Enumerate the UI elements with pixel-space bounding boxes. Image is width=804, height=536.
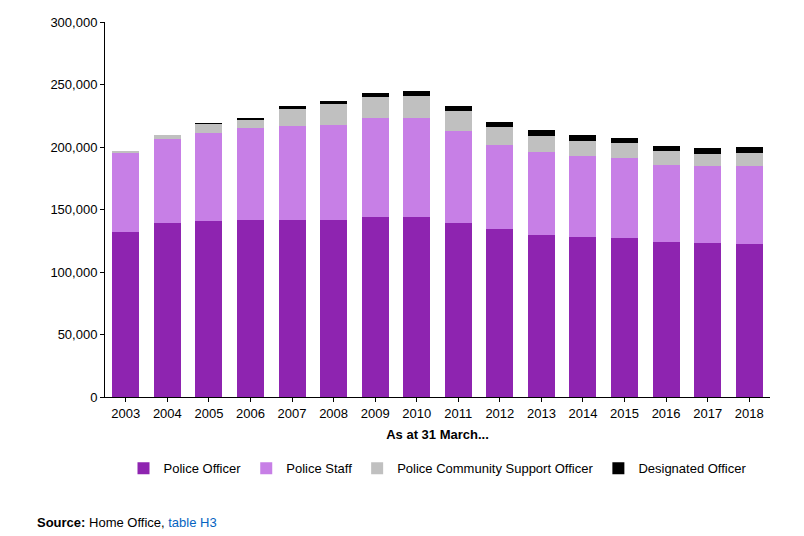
svg-text:Police Community Support Offic: Police Community Support Officer [397,461,593,476]
svg-text:2006: 2006 [236,406,265,421]
svg-text:2013: 2013 [527,406,556,421]
svg-text:2004: 2004 [153,406,182,421]
svg-text:150,000: 150,000 [50,202,97,217]
svg-text:50,000: 50,000 [58,327,98,342]
svg-text:300,000: 300,000 [50,15,97,30]
svg-text:2007: 2007 [278,406,307,421]
svg-text:2015: 2015 [610,406,639,421]
svg-text:100,000: 100,000 [50,265,97,280]
svg-text:2008: 2008 [319,406,348,421]
svg-text:200,000: 200,000 [50,140,97,155]
svg-text:Police Staff: Police Staff [286,461,352,476]
svg-text:2010: 2010 [402,406,431,421]
svg-text:2016: 2016 [652,406,681,421]
svg-text:250,000: 250,000 [50,77,97,92]
svg-text:2018: 2018 [735,406,764,421]
svg-text:2017: 2017 [693,406,722,421]
svg-text:2014: 2014 [569,406,598,421]
svg-text:2012: 2012 [485,406,514,421]
svg-text:0: 0 [90,390,97,405]
svg-text:Police Officer: Police Officer [164,461,242,476]
svg-text:Designated Officer: Designated Officer [638,461,746,476]
svg-text:2003: 2003 [111,406,140,421]
svg-text:As at 31 March...: As at 31 March... [386,427,489,442]
svg-text:Source: Home Office, table H3: Source: Home Office, table H3 [37,515,217,530]
svg-text:2009: 2009 [361,406,390,421]
svg-text:2005: 2005 [194,406,223,421]
svg-text:2011: 2011 [444,406,472,421]
